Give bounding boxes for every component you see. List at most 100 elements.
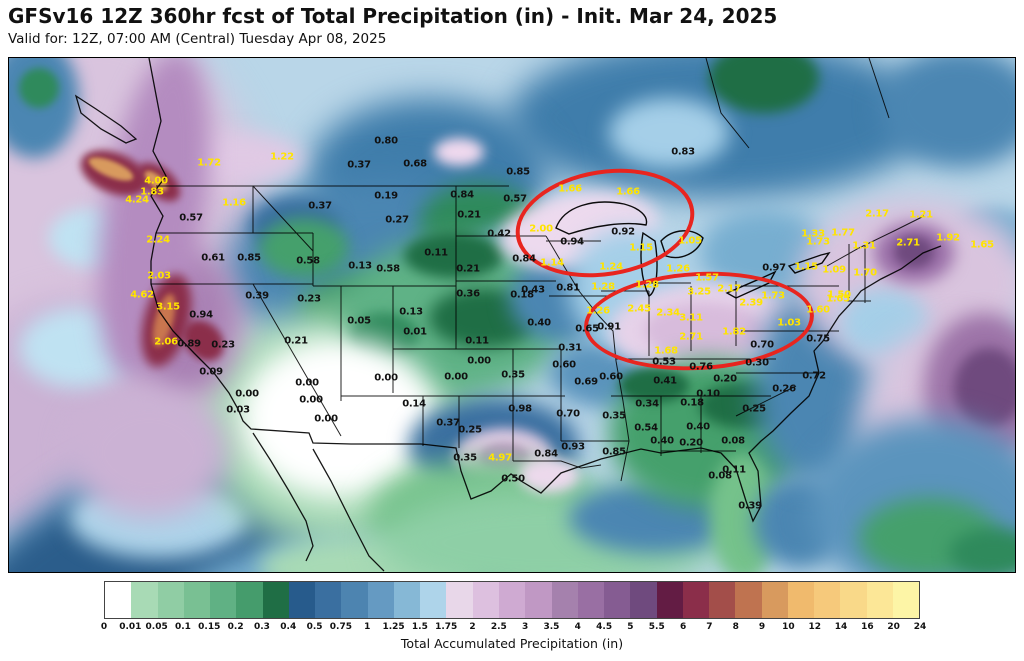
colorbar-segment [525,582,552,618]
precip-value-label: 1.77 [831,227,855,239]
precip-value-label: 0.72 [802,370,826,382]
precip-value-label: 1.22 [270,151,294,163]
colorbar-segment [814,582,841,618]
precip-value-label: 1.15 [629,242,653,254]
precip-value-label: 0.25 [742,403,766,415]
colorbar-tick: 0.3 [253,622,270,632]
colorbar-tick: 5 [627,622,634,632]
precip-value-label: 0.37 [308,200,332,212]
colorbar-segment [157,582,184,618]
precip-value-label: 0.35 [501,369,525,381]
precip-value-label: 0.54 [634,422,658,434]
precip-value-label: 0.39 [245,290,269,302]
precip-value-label: 1.66 [616,186,640,198]
colorbar-segment [472,582,499,618]
precip-value-label: 0.13 [348,260,372,272]
precip-value-label: 0.50 [501,473,525,485]
precip-value-label: 0.21 [284,335,308,347]
precip-value-label: 0.80 [374,135,398,147]
precip-value-label: 0.76 [689,361,713,373]
colorbar-tick: 1.75 [435,622,458,632]
precip-value-label: 0.00 [444,371,468,383]
precip-value-label: 0.84 [512,253,536,265]
precip-value-label: 0.41 [653,375,677,387]
colorbar-tick: 0.5 [306,622,323,632]
colorbar-tick: 4.5 [596,622,613,632]
precip-value-label: 0.40 [650,435,674,447]
colorbar-segment [682,582,710,618]
colorbar-tick: 6 [679,622,687,632]
precip-value-label: 0.00 [295,377,319,389]
precip-value-label: 0.43 [521,284,545,296]
colorbar-segment [892,582,920,618]
precip-value-label: 0.14 [402,398,426,410]
precip-value-label: 1.33 [801,228,825,240]
colorbar-tick: 7 [706,622,713,632]
colorbar-ticks: 0 0.01 0.05 0.1 0.15 0.2 0.3 0.4 0.5 0.75 1 1.25 1.5… [100,622,926,634]
colorbar-tick: 5.5 [648,622,665,632]
precip-value-label: 1.50 [827,289,851,301]
colorbar-segment [315,582,342,618]
precip-value-label: 1.57 [695,272,719,284]
precip-value-label: 1.65 [826,293,850,305]
precip-value-label: 0.39 [738,500,762,512]
colorbar-segment [131,582,158,618]
colorbar-tick: 9 [758,622,766,632]
precip-value-label: 4.00 [144,175,168,187]
precip-value-label: 1.09 [822,264,846,276]
colorbar-segment [210,582,237,618]
precip-value-label: 2.03 [147,270,171,282]
precip-value-label: 1.65 [970,239,994,251]
colorbar-tick: 0.4 [280,622,297,632]
colorbar-tick: 0.1 [174,622,191,632]
precip-value-label: 0.08 [708,470,732,482]
precip-value-label: 2.17 [717,283,741,295]
colorbar-segment [735,582,762,618]
precip-value-label: 0.85 [602,446,626,458]
precip-value-label: 0.01 [403,326,427,338]
precip-value-label: 0.84 [534,448,558,460]
precip-value-label: 2.71 [896,237,920,249]
colorbar-tick: 0 [100,622,108,632]
colorbar-tick: 10 [782,622,795,632]
colorbar-segment [105,582,132,618]
colorbar-tick: 4 [574,622,581,632]
state-boundaries [74,58,942,572]
precip-value-label: 0.83 [671,146,695,158]
precip-value-label: 0.75 [806,333,830,345]
colorbar-segment [446,582,473,618]
precip-value-label: 0.00 [299,394,323,406]
colorbar-tick: 3.5 [543,622,560,632]
precip-value-label: 1.60 [806,304,830,316]
precip-value-label: 3.15 [156,301,180,313]
precip-value-label: 0.00 [467,355,491,367]
precip-value-label: 0.60 [552,359,576,371]
colorbar-segment [236,582,263,618]
precip-value-label: 0.19 [374,190,398,202]
precip-value-label: 2.06 [154,336,178,348]
colorbar-segment [709,582,736,618]
precip-value-label: 1.28 [591,281,615,293]
precip-value-label: 2.34 [656,307,680,319]
precip-value-label: 0.57 [179,212,203,224]
colorbar-tick: 0.05 [145,622,168,632]
precip-value-label: 0.23 [297,293,321,305]
colorbar-tick: 24 [913,622,927,632]
precip-value-label: 0.93 [561,441,585,453]
precip-value-label: 0.10 [696,388,720,400]
colorbar-tick: 1 [364,622,371,632]
colorbar-segment [656,582,683,618]
colorbar-segment [604,582,631,618]
precip-value-label: 1.68 [654,345,678,357]
precip-value-label: 0.18 [680,397,704,409]
precip-value-label: 1.72 [197,157,221,169]
precip-value-label: 0.40 [527,317,551,329]
precip-value-label: 0.26 [772,383,796,395]
colorbar-segment [761,582,788,618]
precip-value-label: 0.42 [487,228,511,240]
precip-value-label: 0.36 [456,288,480,300]
precip-value-label: 0.69 [574,376,598,388]
colorbar-segment [498,582,526,618]
colorbar-tick: 2 [469,622,476,632]
precip-value-label: 0.30 [745,357,769,369]
